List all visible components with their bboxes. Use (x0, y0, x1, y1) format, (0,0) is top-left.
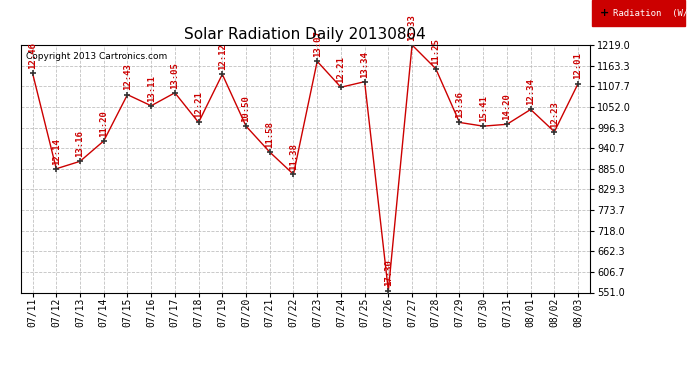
Text: 13:05: 13:05 (170, 62, 179, 88)
Text: 13:34: 13:34 (360, 51, 369, 78)
Text: 10:50: 10:50 (241, 95, 250, 122)
Text: 12:21: 12:21 (194, 92, 203, 118)
Text: Radiation  (W/m2): Radiation (W/m2) (613, 9, 690, 18)
Text: 12:21: 12:21 (337, 56, 346, 83)
Title: Solar Radiation Daily 20130804: Solar Radiation Daily 20130804 (184, 27, 426, 42)
Text: 11:20: 11:20 (99, 110, 108, 137)
Text: +: + (600, 8, 609, 18)
Text: 12:01: 12:01 (573, 53, 582, 80)
Text: 12:23: 12:23 (550, 100, 559, 128)
Text: 14:20: 14:20 (502, 93, 511, 120)
Text: 15:41: 15:41 (479, 95, 488, 122)
Text: 12:46: 12:46 (28, 42, 37, 69)
Text: 12:43: 12:43 (123, 64, 132, 90)
Text: Copyright 2013 Cartronics.com: Copyright 2013 Cartronics.com (26, 53, 168, 62)
Text: 13:07: 13:07 (313, 30, 322, 57)
Text: 13:16: 13:16 (75, 130, 84, 157)
Text: 13:33: 13:33 (408, 14, 417, 41)
Text: 11:38: 11:38 (289, 143, 298, 170)
Text: 13:36: 13:36 (455, 92, 464, 118)
Text: 12:14: 12:14 (52, 138, 61, 165)
Text: 11:25: 11:25 (431, 38, 440, 64)
Text: 12:34: 12:34 (526, 78, 535, 105)
Text: 11:58: 11:58 (265, 121, 274, 148)
Text: 13:11: 13:11 (147, 75, 156, 102)
Text: 17:30: 17:30 (384, 260, 393, 286)
Text: 12:12: 12:12 (218, 43, 227, 70)
